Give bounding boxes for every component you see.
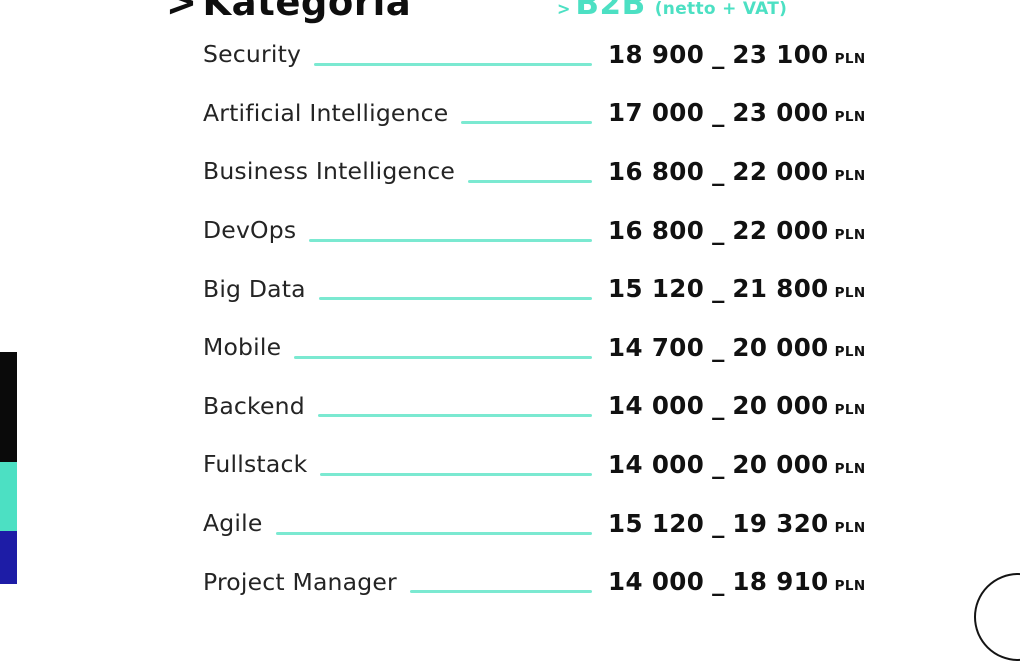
category-label: Big Data [203, 274, 306, 303]
range-separator-icon: _ [712, 332, 725, 362]
currency-label: PLN [834, 343, 866, 360]
currency-label: PLN [834, 402, 866, 419]
salary-row: Backend 14 000 _ 20 000 PLN [203, 377, 865, 436]
currency-label: PLN [834, 285, 866, 302]
salary-range: 14 000 _ 20 000 PLN [608, 449, 865, 479]
range-separator-icon: _ [712, 274, 725, 304]
salary-max: 23 000 [732, 98, 829, 128]
category-label: Security [203, 40, 302, 69]
salary-range: 15 120 _ 19 320 PLN [608, 508, 865, 538]
range-separator-icon: _ [712, 39, 725, 69]
salary-min: 18 900 [608, 39, 705, 69]
chevron-right-icon: > [166, 0, 198, 26]
category-label: Backend [203, 391, 305, 420]
salary-min: 17 000 [608, 98, 705, 128]
category-label: Project Manager [203, 567, 397, 596]
salary-min: 14 700 [608, 332, 705, 362]
corner-circle-decoration [974, 573, 1020, 661]
leader-line [409, 590, 592, 594]
currency-label: PLN [834, 519, 866, 536]
leader-line [320, 472, 592, 476]
salary-range: 16 800 _ 22 000 PLN [608, 215, 865, 245]
chevron-right-icon: > [557, 0, 571, 19]
currency-label: PLN [834, 109, 866, 126]
leader-line [314, 62, 592, 66]
salary-range: 17 000 _ 23 000 PLN [608, 98, 865, 128]
salary-max: 23 100 [732, 39, 829, 69]
salary-min: 14 000 [608, 567, 705, 597]
salary-row: Mobile 14 700 _ 20 000 PLN [203, 318, 865, 377]
leader-line [309, 238, 592, 242]
b2b-header-note: (netto + VAT) [654, 0, 788, 19]
edge-bar-navy [0, 531, 17, 584]
category-label: DevOps [203, 216, 297, 245]
currency-label: PLN [834, 167, 866, 184]
salary-range: 14 000 _ 18 910 PLN [608, 567, 865, 597]
salary-min: 16 800 [608, 156, 705, 186]
salary-max: 19 320 [732, 508, 829, 538]
category-label: Mobile [203, 333, 282, 362]
category-header-label: Kategoria [202, 0, 412, 24]
salary-row: Project Manager 14 000 _ 18 910 PLN [203, 552, 865, 611]
salary-range: 14 700 _ 20 000 PLN [608, 332, 865, 362]
currency-label: PLN [834, 460, 866, 477]
salary-rows: Security 18 900 _ 23 100 PLN Artificial … [203, 25, 865, 611]
category-label: Fullstack [203, 450, 308, 479]
salary-row: DevOps 16 800 _ 22 000 PLN [203, 201, 865, 260]
salary-max: 18 910 [732, 567, 829, 597]
salary-max: 20 000 [732, 449, 829, 479]
salary-max: 22 000 [732, 215, 829, 245]
range-separator-icon: _ [712, 567, 725, 597]
b2b-header-label: B2B [575, 0, 646, 22]
leader-line [461, 121, 592, 125]
range-separator-icon: _ [712, 391, 725, 421]
range-separator-icon: _ [712, 156, 725, 186]
salary-min: 14 000 [608, 449, 705, 479]
salary-max: 22 000 [732, 156, 829, 186]
salary-min: 16 800 [608, 215, 705, 245]
salary-row: Artificial Intelligence 17 000 _ 23 000 … [203, 84, 865, 143]
salary-row: Big Data 15 120 _ 21 800 PLN [203, 259, 865, 318]
range-separator-icon: _ [712, 98, 725, 128]
range-separator-icon: _ [712, 508, 725, 538]
category-label: Agile [203, 509, 263, 538]
currency-label: PLN [834, 226, 866, 243]
salary-row: Security 18 900 _ 23 100 PLN [203, 25, 865, 84]
category-label: Business Intelligence [203, 157, 456, 186]
range-separator-icon: _ [712, 449, 725, 479]
salary-min: 15 120 [608, 274, 705, 304]
leader-line [275, 531, 592, 535]
leader-line [317, 414, 592, 418]
salary-range: 15 120 _ 21 800 PLN [608, 274, 865, 304]
edge-bar-mint [0, 462, 17, 531]
leader-line [468, 179, 592, 183]
salary-max: 21 800 [732, 274, 829, 304]
category-label: Artificial Intelligence [203, 98, 449, 127]
range-separator-icon: _ [712, 215, 725, 245]
currency-label: PLN [834, 50, 866, 67]
column-header-category: > Kategoria [166, 0, 412, 26]
salary-range: 18 900 _ 23 100 PLN [608, 39, 865, 69]
salary-max: 20 000 [732, 391, 829, 421]
salary-row: Fullstack 14 000 _ 20 000 PLN [203, 435, 865, 494]
salary-range: 14 000 _ 20 000 PLN [608, 391, 865, 421]
salary-range: 16 800 _ 22 000 PLN [608, 156, 865, 186]
salary-row: Business Intelligence 16 800 _ 22 000 PL… [203, 142, 865, 201]
edge-bar-black [0, 352, 17, 462]
salary-min: 14 000 [608, 391, 705, 421]
salary-min: 15 120 [608, 508, 705, 538]
column-header-b2b: > B2B (netto + VAT) [557, 0, 787, 22]
salary-max: 20 000 [732, 332, 829, 362]
currency-label: PLN [834, 578, 866, 595]
salary-row: Agile 15 120 _ 19 320 PLN [203, 494, 865, 553]
leader-line [294, 355, 592, 359]
leader-line [318, 297, 592, 301]
